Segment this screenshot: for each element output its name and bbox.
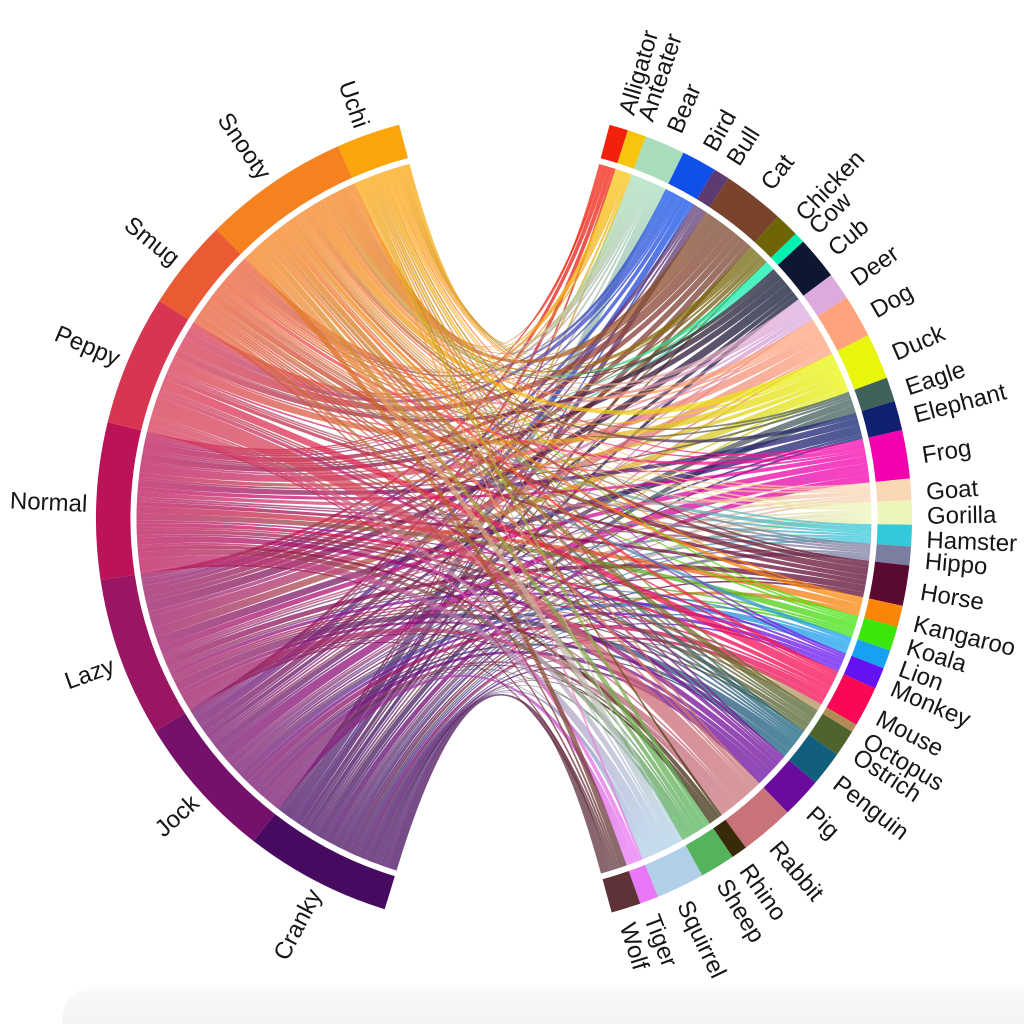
svg-text:Hippo: Hippo xyxy=(924,548,989,581)
svg-text:Hamster: Hamster xyxy=(926,527,1018,558)
svg-text:Goat: Goat xyxy=(925,475,979,506)
svg-text:Gorilla: Gorilla xyxy=(927,502,997,530)
svg-text:Normal: Normal xyxy=(9,487,87,517)
